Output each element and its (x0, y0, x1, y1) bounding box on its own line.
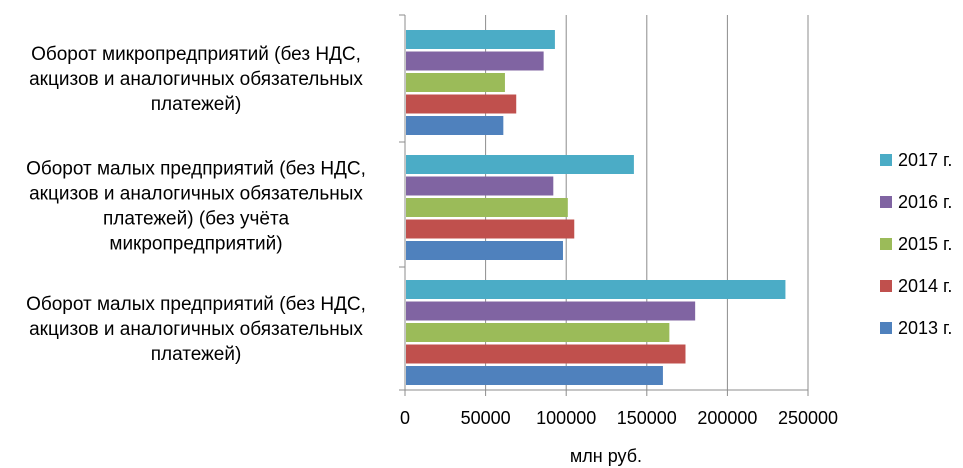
bar-2013-г-cat-2 (406, 366, 663, 385)
category-label-line: Оборот малых предприятий (без НДС, (26, 159, 366, 180)
bar-2014-г-cat-1 (406, 219, 575, 239)
legend-swatch (880, 322, 892, 334)
legend: 2017 г. 2016 г. 2015 г. 2014 г. 2013 г. (880, 150, 952, 338)
bar-2017-г-cat-2 (406, 280, 786, 299)
category-label-line: акцизов и аналогичных обязательных (29, 184, 363, 205)
legend-item: 2015 г. (880, 234, 952, 254)
category-label-line: акцизов и аналогичных обязательных (29, 319, 363, 340)
bar-2014-г-cat-2 (406, 344, 686, 364)
legend-label: 2017 г. (898, 150, 952, 170)
legend-swatch (880, 154, 892, 166)
category-label-line: платежей) (151, 94, 242, 115)
bars (406, 30, 786, 385)
legend-label: 2014 г. (898, 276, 952, 296)
bar-2016-г-cat-2 (406, 301, 696, 321)
bar-2013-г-cat-0 (406, 116, 504, 135)
legend-item: 2014 г. (880, 276, 952, 296)
legend-swatch (880, 196, 892, 208)
bar-2013-г-cat-1 (406, 241, 563, 260)
x-tick-label: 100000 (536, 408, 596, 428)
bar-2017-г-cat-0 (406, 30, 555, 49)
category-label-line: платежей) (без учёта (103, 209, 289, 230)
legend-swatch (880, 238, 892, 250)
category-label-line: Оборот малых предприятий (без НДС, (26, 294, 366, 315)
x-tick-label: 0 (400, 408, 410, 428)
axes (399, 14, 808, 391)
bar-2016-г-cat-1 (406, 176, 554, 196)
legend-label: 2016 г. (898, 192, 952, 212)
category-label-line: Оборот микропредприятий (без НДС, (31, 44, 361, 65)
category-label-line: микропредприятий) (109, 234, 282, 255)
bar-2015-г-cat-1 (406, 198, 568, 217)
x-tick-label: 200000 (697, 408, 757, 428)
legend-item: 2013 г. (880, 318, 952, 338)
legend-item: 2017 г. (880, 150, 952, 170)
legend-item: 2016 г. (880, 192, 952, 212)
category-label-line: платежей) (151, 344, 242, 365)
bar-2014-г-cat-0 (406, 94, 517, 114)
x-tick-label: 250000 (778, 408, 838, 428)
bar-2015-г-cat-0 (406, 73, 505, 92)
bar-2016-г-cat-0 (406, 51, 544, 71)
category-labels: Оборот микропредприятий (без НДС, акцизов… (26, 44, 366, 365)
bar-2017-г-cat-1 (406, 155, 634, 174)
legend-swatch (880, 280, 892, 292)
x-tick-label: 50000 (461, 408, 511, 428)
category-label-line: акцизов и аналогичных обязательных (29, 69, 363, 90)
x-axis-title: млн руб. (570, 446, 642, 466)
bar-2015-г-cat-2 (406, 323, 670, 342)
legend-label: 2015 г. (898, 234, 952, 254)
x-tick-label: 150000 (617, 408, 677, 428)
legend-label: 2013 г. (898, 318, 952, 338)
tick-labels: 0 50000 100000 150000 200000 250000 (400, 408, 838, 428)
